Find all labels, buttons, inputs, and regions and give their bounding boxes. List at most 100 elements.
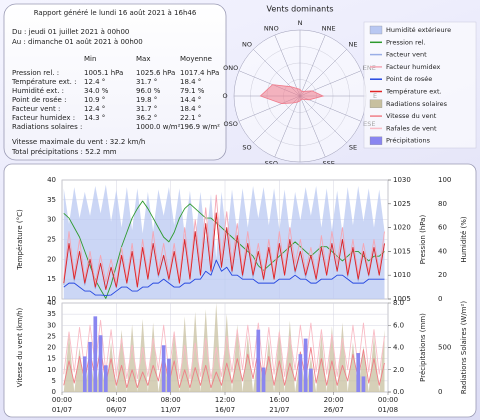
rose-direction: SSO [265, 159, 278, 167]
y-tick-label: 25 [47, 332, 56, 340]
y2-tick-label: 1025 [393, 200, 411, 208]
y3-tick-label: 40 [438, 247, 447, 255]
rose-spoke [299, 95, 347, 143]
row-value: 22.1 ° [180, 114, 201, 122]
line [63, 319, 385, 380]
legend: Humidité extérieure Pression rel. Facteur … [369, 25, 451, 145]
line [63, 259, 385, 296]
y3-tick-label: 0 [438, 388, 442, 396]
x-tick-label: 08:00 [161, 396, 181, 404]
bar [98, 335, 103, 392]
y3-tick-label: 500 [438, 344, 451, 352]
legend-swatch [369, 99, 383, 108]
bar [356, 353, 361, 392]
bar [256, 329, 261, 392]
column-header: Min [84, 55, 96, 63]
legend-label: Pression rel. [386, 38, 425, 46]
x-tick-date: 06/07 [106, 406, 126, 414]
y2-tick-label: 6.0 [393, 321, 404, 329]
report-title: Rapport généré le lundi 16 août 2021 à 1… [34, 9, 197, 17]
row-label: Humidité ext. : [12, 87, 64, 95]
rose-spoke [253, 95, 301, 143]
legend-label: Température ext. [385, 88, 442, 96]
bar [88, 341, 92, 392]
y-tick-label: 10 [47, 295, 56, 303]
row-value: 79.1 % [180, 87, 205, 95]
x-tick-date: 26/07 [324, 406, 344, 414]
rose-direction: SO [242, 144, 251, 152]
row-value: 1017.4 hPa [180, 69, 219, 77]
rose-direction: N [298, 19, 303, 27]
bar [103, 365, 108, 392]
legend-label: Point de rosée [386, 75, 432, 83]
bar [298, 354, 303, 392]
y3-tick-label: 100 [438, 176, 451, 184]
row-value: 14.3 ° [84, 114, 105, 122]
y-axis-title: Vitesse du vent (km/h) [16, 307, 24, 387]
row-value: 96.0 % [136, 87, 161, 95]
y-tick-label: 20 [47, 344, 56, 352]
rose-direction: ONO [223, 64, 238, 72]
wind-max: Vitesse maximale du vent : 32.2 km/h [12, 138, 145, 146]
y2-axis-title: Pression (hPa) [419, 215, 427, 265]
y2-tick-label: 1010 [393, 271, 411, 279]
y-tick-label: 30 [47, 216, 56, 224]
y2-tick-label: 1005 [393, 295, 411, 303]
legend-label: Radiations solaires [386, 100, 448, 108]
y3-tick-label: 0 [438, 295, 442, 303]
row-value: 31.7 ° [136, 105, 157, 113]
wind-rose: NNNENEENEEESESESSESSSOSOOSOOONONONNO [222, 19, 377, 173]
y2-tick-label: 1020 [393, 224, 411, 232]
row-value: 1000.0 w/m² [136, 123, 181, 131]
line [63, 194, 385, 284]
row-label: Facteur vent : [12, 105, 60, 113]
y2-tick-label: 4.0 [393, 344, 404, 352]
row-value: 18.4 ° [180, 78, 201, 86]
y-tick-label: 40 [47, 299, 56, 307]
line [63, 212, 385, 290]
y-tick-label: 10 [47, 366, 56, 374]
rose-direction: NNO [264, 25, 279, 33]
y3-axis-title: Radiations Solaires (W/m²) [460, 301, 468, 394]
bar [361, 376, 366, 392]
y-tick-label: 25 [47, 236, 56, 244]
x-tick-date: 01/07 [52, 406, 72, 414]
rose-direction: NE [349, 40, 358, 48]
row-label: Pression rel. : [12, 69, 59, 77]
x-tick-label: 04:00 [106, 396, 126, 404]
row-value: 10.9 ° [84, 96, 105, 104]
y2-tick-label: 1015 [393, 247, 411, 255]
row-value: 19.8 ° [136, 96, 157, 104]
x-tick-label: 20:00 [324, 396, 344, 404]
x-tick-label: 00:00 [52, 396, 72, 404]
row-value: 34.0 % [84, 87, 109, 95]
rose-spoke [299, 34, 326, 97]
report-box [3, 3, 227, 161]
report-to: Au : dimanche 01 août 2021 à 00h00 [12, 38, 143, 46]
legend-label: Humidité extérieure [386, 26, 451, 34]
column-header: Moyenne [180, 55, 212, 63]
row-label: Température ext. : [11, 78, 76, 86]
x-tick-date: 01/08 [378, 406, 398, 414]
rose-title: Vents dominants [266, 5, 333, 14]
rose-spoke [299, 95, 362, 122]
legend-swatch [369, 25, 383, 35]
legend-label: Facteur humidex [386, 63, 440, 71]
rose-direction: O [222, 92, 227, 100]
y-tick-label: 15 [47, 355, 56, 363]
rose-direction: SSE [323, 159, 335, 167]
rose-spoke [299, 95, 326, 158]
x-tick-date: 21/07 [269, 406, 289, 414]
rose-direction: SE [349, 144, 357, 152]
row-value: 31.7 ° [136, 78, 157, 86]
bar [261, 367, 266, 392]
y2-tick-label: 0.0 [393, 388, 404, 396]
y2-tick-label: 2.0 [393, 366, 404, 374]
bar [93, 316, 98, 392]
bar [82, 356, 87, 392]
rose-direction: NO [242, 40, 252, 48]
y2-tick-label: 1030 [393, 176, 411, 184]
y3-tick-label: 80 [438, 200, 447, 208]
bar [161, 345, 166, 392]
